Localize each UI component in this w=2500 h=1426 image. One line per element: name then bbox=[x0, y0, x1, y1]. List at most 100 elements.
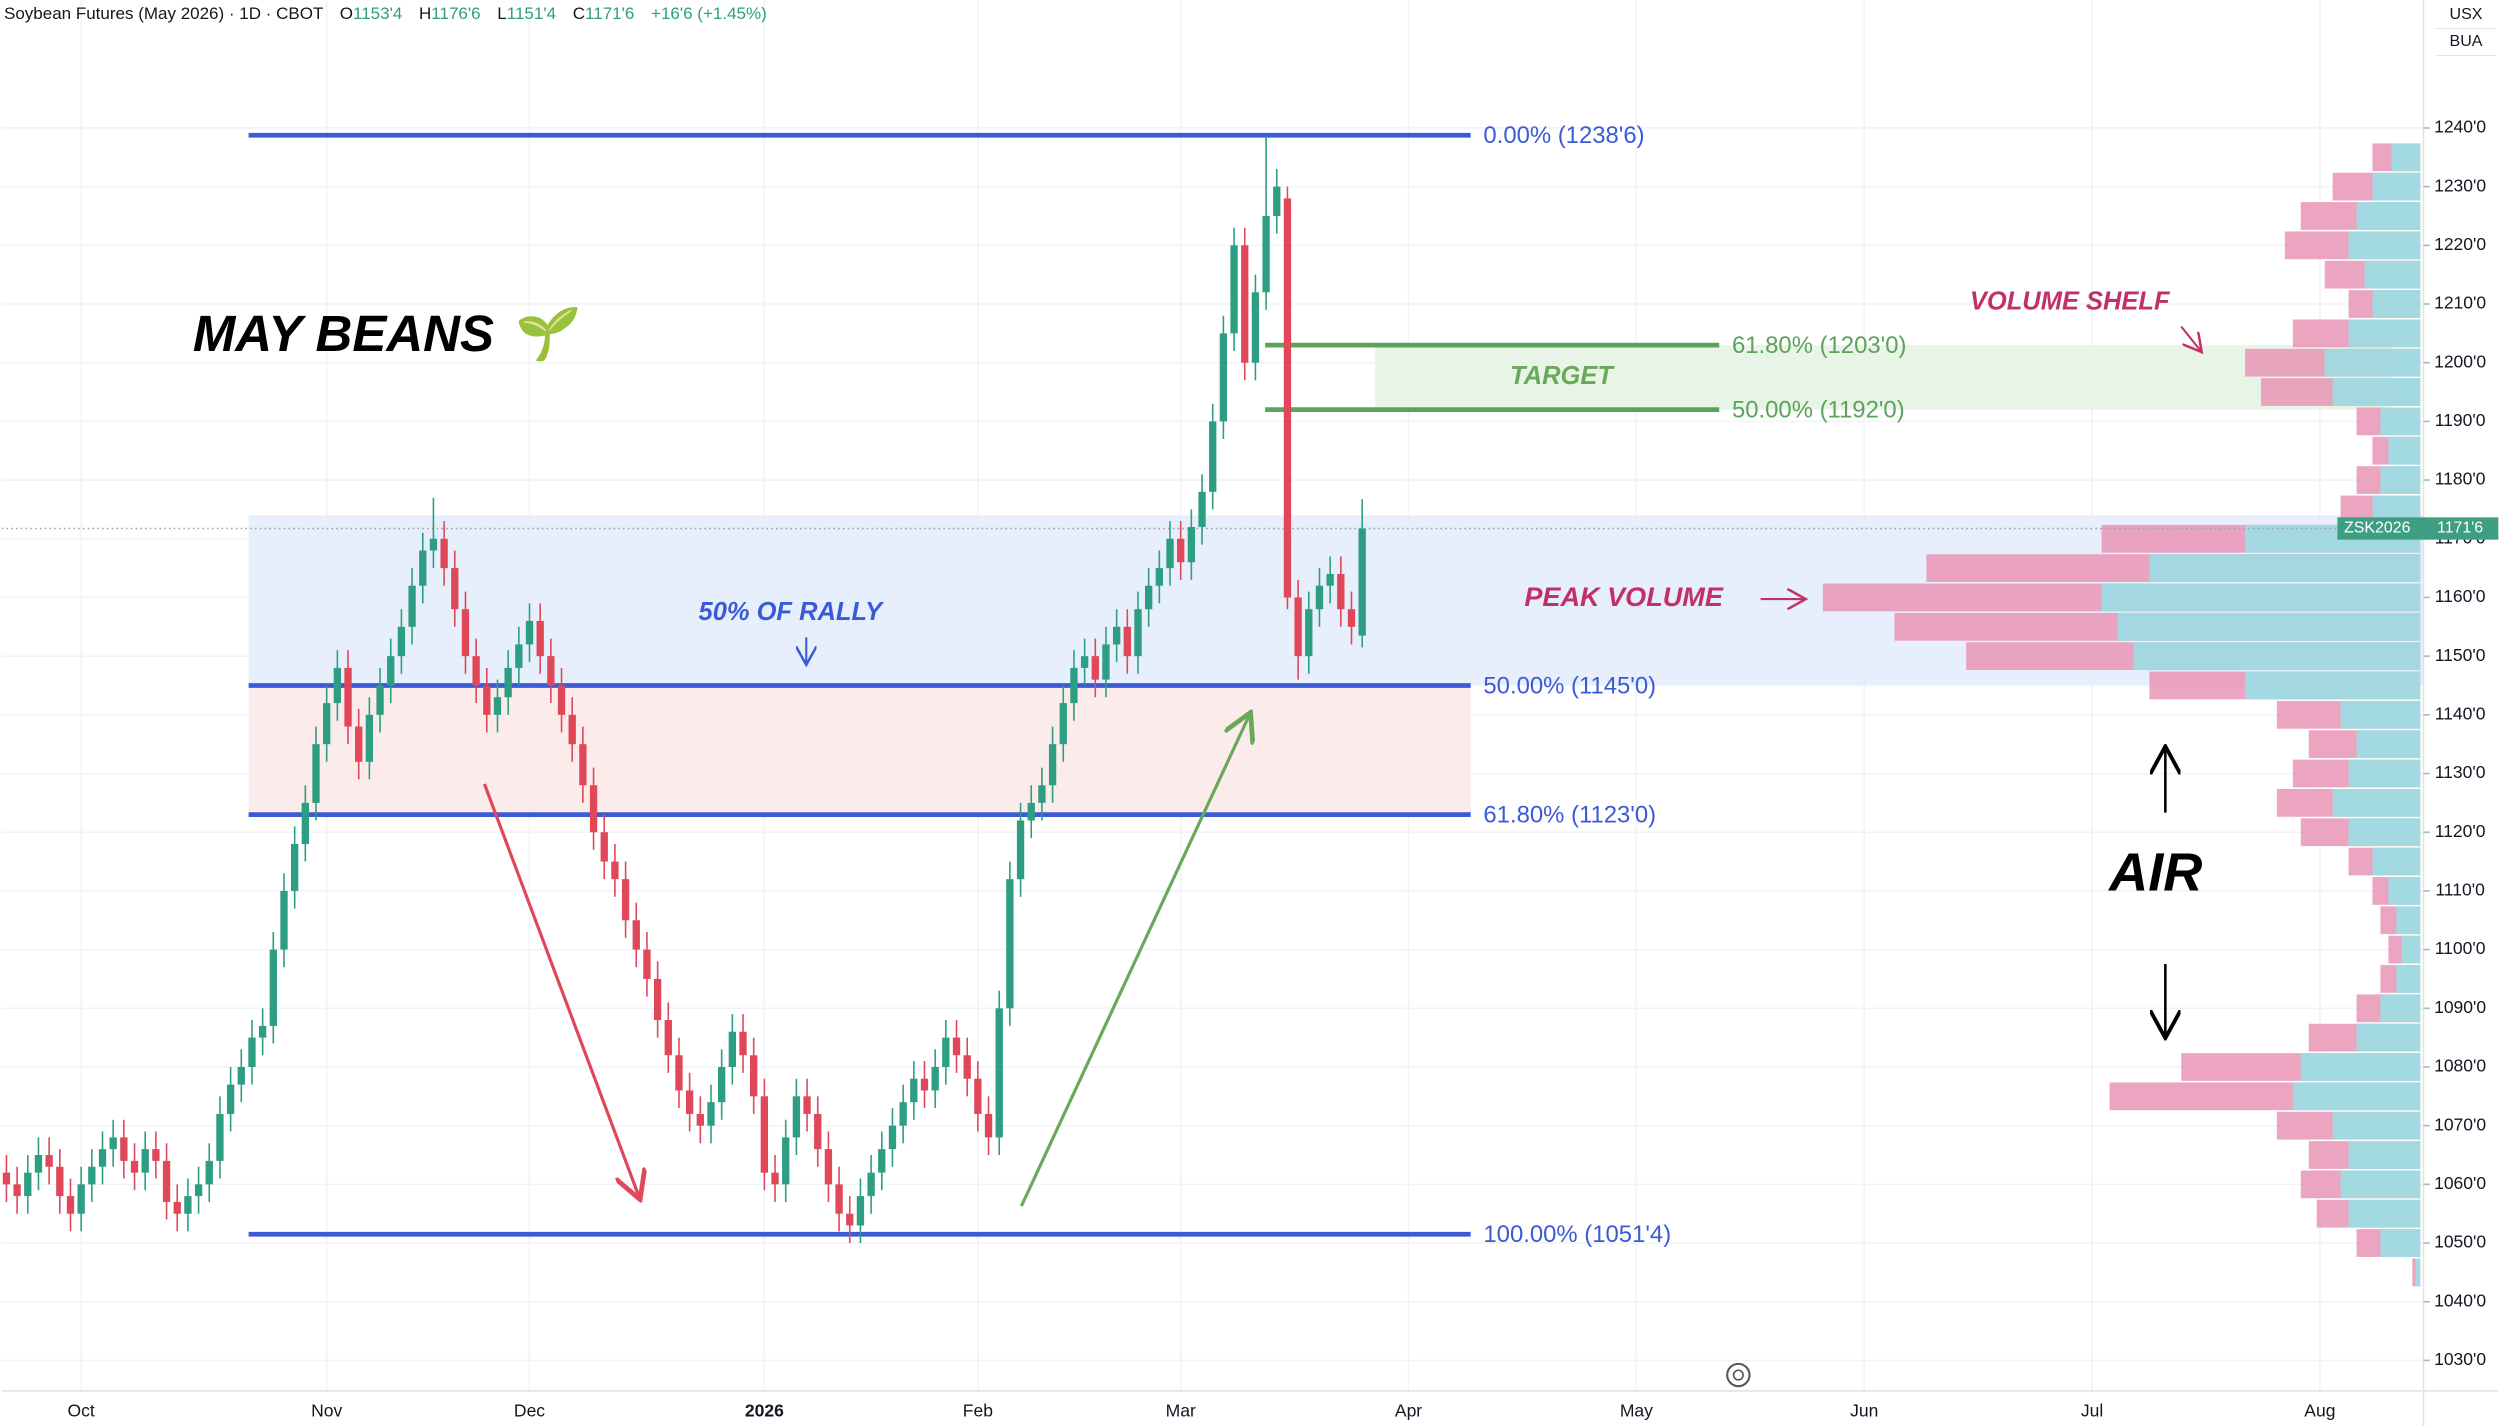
candle-body bbox=[1102, 644, 1110, 680]
profile-up bbox=[2380, 1229, 2421, 1257]
candle-body bbox=[1326, 573, 1334, 586]
x-tick-label: Apr bbox=[1395, 1400, 1422, 1420]
y-tick-label: 1100'0 bbox=[2435, 938, 2486, 958]
candle-body bbox=[846, 1213, 854, 1226]
candle-body bbox=[344, 667, 352, 727]
profile-up bbox=[2380, 407, 2421, 436]
candle-body bbox=[504, 667, 512, 698]
candle-body bbox=[184, 1196, 192, 1214]
candle-body bbox=[899, 1102, 907, 1126]
candle-body bbox=[760, 1096, 769, 1173]
candle-body bbox=[323, 703, 331, 745]
fib-label: 61.80% (1123'0) bbox=[1483, 802, 1656, 829]
x-tick-label: Jul bbox=[2081, 1400, 2103, 1420]
candle-body bbox=[24, 1172, 32, 1197]
candle-body bbox=[461, 609, 470, 657]
candle-body bbox=[1198, 491, 1206, 528]
profile-up bbox=[2348, 1199, 2421, 1228]
ohlc-value: 1151'4 bbox=[506, 4, 557, 23]
y-tick-label: 1030'0 bbox=[2434, 1349, 2486, 1369]
candle-body bbox=[88, 1166, 96, 1185]
unit-label[interactable]: BUA bbox=[2436, 29, 2496, 56]
candle-body bbox=[1251, 292, 1260, 363]
candle-body bbox=[1134, 609, 1142, 657]
y-tick-label: 1210'0 bbox=[2434, 293, 2486, 313]
candle-body bbox=[867, 1172, 875, 1197]
profile-up bbox=[2372, 172, 2421, 201]
x-tick-label: Nov bbox=[311, 1400, 342, 1420]
profile-up bbox=[2348, 231, 2421, 260]
candle-body bbox=[1283, 198, 1292, 598]
y-tick-label: 1060'0 bbox=[2434, 1173, 2486, 1193]
price-tag bbox=[2337, 517, 2499, 540]
candle-body bbox=[365, 714, 374, 762]
candle-body bbox=[173, 1201, 181, 1214]
fib-label: 50.00% (1192'0) bbox=[1732, 397, 1905, 424]
candle-body bbox=[579, 744, 587, 786]
candle-body bbox=[493, 697, 502, 715]
x-tick-label: Jun bbox=[1850, 1400, 1878, 1420]
candle-body bbox=[355, 726, 363, 762]
candle-body bbox=[280, 890, 288, 950]
candle-body bbox=[621, 879, 630, 921]
candle-body bbox=[77, 1184, 85, 1214]
candle-body bbox=[429, 538, 438, 551]
fib-levels: 0.00% (1238'6) 50.00% (1145'0) 61.80% (112… bbox=[1, 122, 2424, 1248]
candle-body bbox=[483, 685, 491, 715]
price-tag-value: 1171'6 bbox=[2437, 520, 2483, 537]
profile-up bbox=[2396, 965, 2421, 993]
y-tick-label: 1120'0 bbox=[2435, 821, 2486, 841]
y-tick-label: 1090'0 bbox=[2434, 997, 2486, 1017]
profile-up bbox=[2324, 348, 2421, 377]
y-tick-label: 1240'0 bbox=[2434, 117, 2486, 137]
candle-body bbox=[1262, 215, 1270, 293]
trend-arrow bbox=[1019, 715, 1249, 1207]
annotation: MAY BEANS 🌱 bbox=[193, 305, 580, 363]
candle-body bbox=[664, 1020, 672, 1056]
volume-profile bbox=[1822, 143, 2421, 1287]
profile-up bbox=[2372, 847, 2421, 876]
zones: TARGET bbox=[248, 345, 2424, 815]
candle-body bbox=[856, 1196, 865, 1226]
profile-up bbox=[2396, 906, 2421, 935]
candle-body bbox=[888, 1125, 897, 1150]
profile-up bbox=[2348, 818, 2421, 847]
profile-up bbox=[2380, 994, 2421, 1023]
candle-body bbox=[109, 1137, 117, 1150]
fib-label: 100.00% (1051'4) bbox=[1483, 1221, 1671, 1248]
profile-up bbox=[2388, 436, 2421, 465]
candle-body bbox=[226, 1084, 235, 1114]
replay-icon[interactable] bbox=[1726, 1362, 1751, 1388]
candle-body bbox=[1177, 538, 1185, 563]
candle-body bbox=[910, 1078, 918, 1103]
candle-body bbox=[216, 1113, 224, 1161]
candle-body bbox=[824, 1149, 833, 1185]
annotation: PEAK VOLUME bbox=[1524, 581, 1724, 612]
candle-body bbox=[974, 1078, 982, 1114]
candle-body bbox=[995, 1008, 1003, 1138]
profile-up bbox=[2348, 319, 2421, 348]
candle-body bbox=[408, 585, 416, 627]
candle-body bbox=[2, 1172, 11, 1185]
candle-body bbox=[237, 1066, 245, 1085]
zone bbox=[248, 685, 1471, 815]
annotation: VOLUME SHELF bbox=[1970, 287, 2171, 315]
candle-body bbox=[1123, 626, 1131, 657]
candle-body bbox=[387, 656, 395, 686]
symbol-header: Soybean Futures (May 2026) · 1D · CBOT O… bbox=[4, 4, 767, 24]
candle-body bbox=[1305, 609, 1313, 657]
candle-body bbox=[589, 785, 598, 833]
candle-body bbox=[568, 714, 576, 745]
candle-body bbox=[750, 1055, 758, 1097]
fib-label: 61.80% (1203'0) bbox=[1732, 332, 1906, 359]
profile-up bbox=[2380, 466, 2421, 494]
candle-body bbox=[451, 568, 459, 610]
currency-label[interactable]: USX bbox=[2436, 2, 2496, 29]
profile-up bbox=[2415, 1258, 2421, 1287]
trend-arrow bbox=[482, 783, 639, 1197]
candle-body bbox=[1241, 245, 1249, 363]
x-tick-label: Mar bbox=[1166, 1400, 1196, 1420]
x-tick-label: 2026 bbox=[745, 1400, 784, 1420]
candle-body bbox=[1006, 879, 1014, 1009]
